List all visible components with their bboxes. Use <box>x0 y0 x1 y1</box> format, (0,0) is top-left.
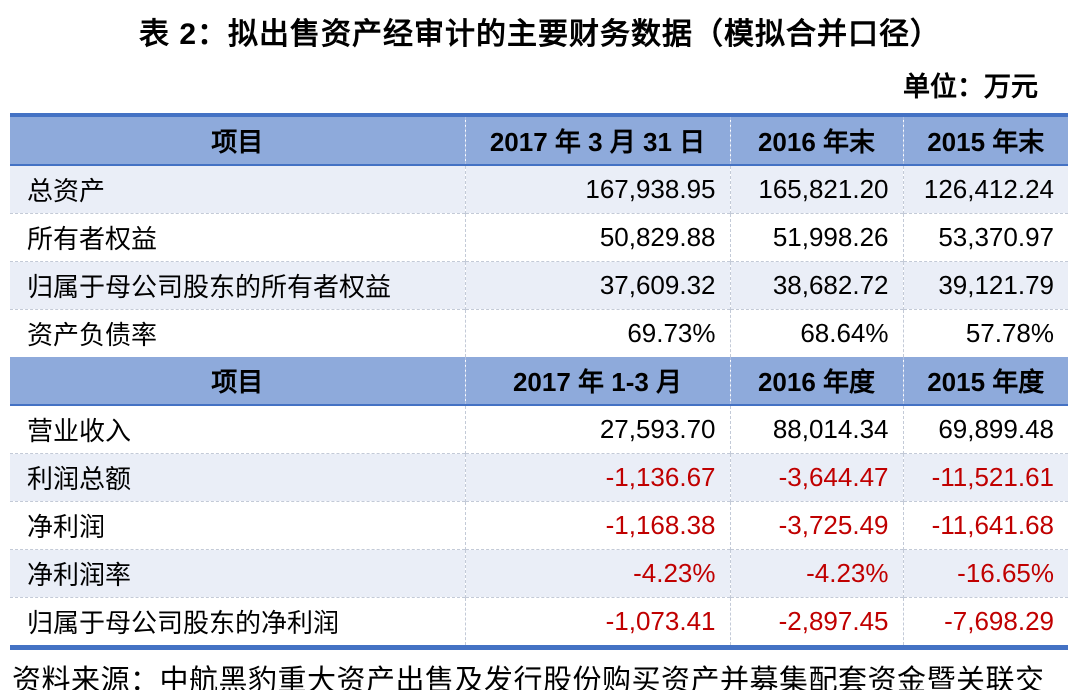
cell-value-negative: -1,168.38 <box>464 501 730 550</box>
row-operating-revenue: 营业收入 27,593.70 88,014.34 69,899.48 <box>10 404 1068 454</box>
cell-value: 126,412.24 <box>902 164 1068 214</box>
cell-value-negative: -3,644.47 <box>729 453 903 502</box>
cell-value: 51,998.26 <box>729 213 903 262</box>
row-label: 所有者权益 <box>10 213 465 262</box>
row-label: 资产负债率 <box>10 309 465 357</box>
cell-value: 165,821.20 <box>729 164 903 214</box>
row-label: 归属于母公司股东的净利润 <box>10 597 465 648</box>
cell-value: 88,014.34 <box>729 404 903 454</box>
balance-header-col-2015: 2015 年末 <box>902 115 1068 166</box>
cell-value-negative: -11,521.61 <box>902 453 1068 502</box>
income-header-col-2017: 2017 年 1-3 月 <box>464 357 730 406</box>
cell-value: 57.78% <box>902 309 1068 357</box>
row-net-profit-margin: 净利润率 -4.23% -4.23% -16.65% <box>10 549 1068 598</box>
income-header-col-2016: 2016 年度 <box>729 357 903 406</box>
income-header-row: 项目 2017 年 1-3 月 2016 年度 2015 年度 <box>10 357 1068 406</box>
source-note: 资料来源：中航黑豹重大资产出售及发行股份购买资产并募集配套资金暨关联交易报告书（… <box>12 665 1045 690</box>
row-label: 净利润 <box>10 501 465 550</box>
row-label: 利润总额 <box>10 453 465 502</box>
row-label: 营业收入 <box>10 404 465 454</box>
row-label: 总资产 <box>10 164 465 214</box>
cell-value-negative: -7,698.29 <box>902 597 1068 648</box>
cell-value: 37,609.32 <box>464 261 730 310</box>
cell-value-negative: -1,136.67 <box>464 453 730 502</box>
row-debt-ratio: 资产负债率 69.73% 68.64% 57.78% <box>10 309 1068 357</box>
cell-value: 50,829.88 <box>464 213 730 262</box>
cell-value-negative: -3,725.49 <box>729 501 903 550</box>
balance-header-item: 项目 <box>10 115 465 166</box>
income-header-item: 项目 <box>10 357 465 406</box>
row-parent-equity: 归属于母公司股东的所有者权益 37,609.32 38,682.72 39,12… <box>10 261 1068 310</box>
cell-value: 38,682.72 <box>729 261 903 310</box>
row-total-assets: 总资产 167,938.95 165,821.20 126,412.24 <box>10 164 1068 214</box>
financial-table: 项目 2017 年 3 月 31 日 2016 年末 2015 年末 总资产 1… <box>10 113 1068 650</box>
cell-value-negative: -4.23% <box>464 549 730 598</box>
row-net-profit: 净利润 -1,168.38 -3,725.49 -11,641.68 <box>10 501 1068 550</box>
row-owners-equity: 所有者权益 50,829.88 51,998.26 53,370.97 <box>10 213 1068 262</box>
cell-value: 69.73% <box>464 309 730 357</box>
cell-value: 68.64% <box>729 309 903 357</box>
cell-value-negative: -2,897.45 <box>729 597 903 648</box>
income-header-col-2015: 2015 年度 <box>902 357 1068 406</box>
row-label: 净利润率 <box>10 549 465 598</box>
cell-value-negative: -16.65% <box>902 549 1068 598</box>
row-total-profit: 利润总额 -1,136.67 -3,644.47 -11,521.61 <box>10 453 1068 502</box>
row-parent-net-profit: 归属于母公司股东的净利润 -1,073.41 -2,897.45 -7,698.… <box>10 597 1068 648</box>
cell-value: 167,938.95 <box>464 164 730 214</box>
cell-value: 53,370.97 <box>902 213 1068 262</box>
cell-value-negative: -11,641.68 <box>902 501 1068 550</box>
balance-header-row: 项目 2017 年 3 月 31 日 2016 年末 2015 年末 <box>10 115 1068 166</box>
table-title: 表 2：拟出售资产经审计的主要财务数据（模拟合并口径） <box>138 18 942 51</box>
cell-value-negative: -1,073.41 <box>464 597 730 648</box>
cell-value: 27,593.70 <box>464 404 730 454</box>
balance-header-col-2017: 2017 年 3 月 31 日 <box>464 115 730 166</box>
unit-label: 单位：万元 <box>903 72 1038 102</box>
cell-value-negative: -4.23% <box>729 549 903 598</box>
cell-value: 39,121.79 <box>902 261 1068 310</box>
row-label: 归属于母公司股东的所有者权益 <box>10 261 465 310</box>
cell-value: 69,899.48 <box>902 404 1068 454</box>
balance-header-col-2016: 2016 年末 <box>729 115 903 166</box>
